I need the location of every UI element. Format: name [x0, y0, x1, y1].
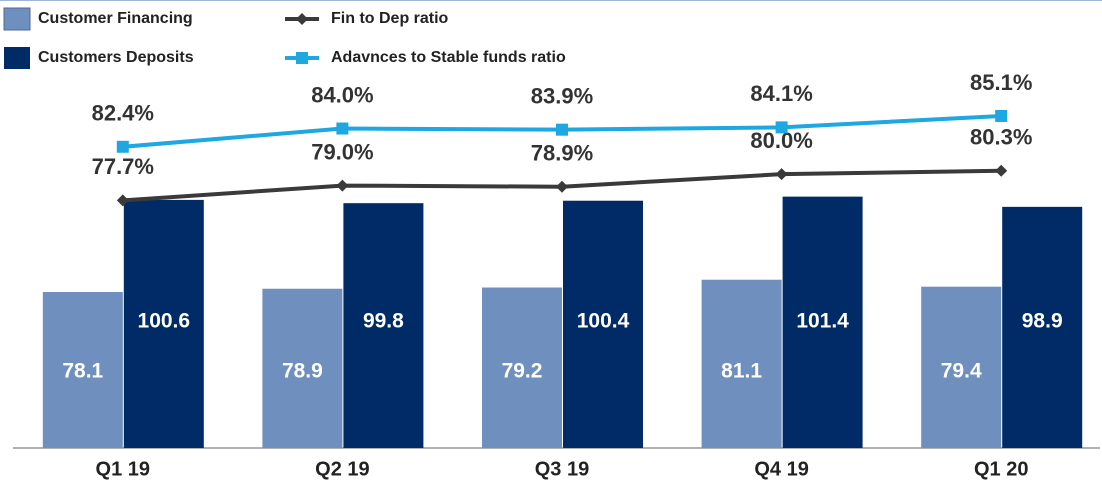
data-label: 81.1 — [721, 360, 762, 383]
x-tick-label: Q1 20 — [974, 458, 1028, 480]
data-label: 100.4 — [577, 310, 630, 333]
legend-label: Customers Deposits — [38, 49, 194, 66]
line-marker — [995, 164, 1008, 177]
legend-label: Fin to Dep ratio — [331, 10, 449, 27]
data-label: 84.0% — [311, 82, 373, 107]
bar — [921, 286, 1002, 448]
data-label: 84.1% — [750, 81, 812, 106]
data-label: 78.9% — [531, 141, 593, 166]
bar — [563, 200, 643, 448]
data-label: 98.9 — [1022, 310, 1063, 333]
data-label: 99.8 — [363, 310, 404, 333]
bar — [782, 196, 863, 448]
line-marker — [995, 109, 1008, 122]
bar — [123, 199, 204, 448]
legend-swatch — [4, 47, 30, 69]
data-label: 79.0% — [311, 139, 373, 164]
data-label: 85.1% — [970, 70, 1032, 95]
line-marker — [336, 122, 349, 135]
line-marker — [775, 168, 788, 181]
bar — [1002, 206, 1083, 448]
bar — [343, 203, 424, 448]
line-marker — [336, 179, 349, 192]
bar — [701, 279, 782, 448]
data-label: 78.1 — [62, 360, 103, 383]
legend-label: Customer Financing — [38, 10, 193, 27]
bar — [262, 288, 343, 448]
line-marker — [556, 180, 568, 193]
x-tick-label: Q2 19 — [315, 458, 369, 480]
data-label: 83.9% — [531, 83, 593, 108]
legend-swatch — [3, 7, 31, 31]
data-label: 79.2 — [502, 360, 543, 383]
line-marker — [116, 140, 129, 153]
legend-marker — [296, 13, 308, 25]
data-label: 101.4 — [796, 310, 849, 333]
line-marker — [116, 194, 129, 207]
x-tick-label: Q1 19 — [96, 458, 150, 480]
line-marker — [556, 123, 568, 136]
legend-label: Adavnces to Stable funds ratio — [331, 49, 566, 66]
data-label: 82.4% — [92, 101, 154, 126]
data-label: 77.7% — [92, 154, 154, 179]
data-label: 100.6 — [138, 310, 191, 333]
line-marker — [775, 121, 788, 134]
x-tick-label: Q3 19 — [535, 458, 589, 480]
data-label: 78.9 — [282, 360, 323, 383]
bar — [482, 287, 562, 448]
data-label: 79.4 — [941, 360, 982, 383]
data-label: 80.3% — [970, 125, 1032, 150]
bar — [42, 292, 123, 448]
legend-marker — [296, 52, 308, 64]
x-tick-label: Q4 19 — [754, 458, 808, 480]
